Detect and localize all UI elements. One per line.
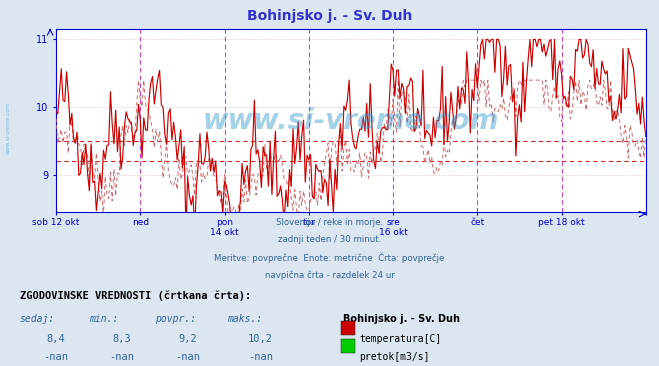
Text: -nan: -nan — [43, 352, 69, 362]
Text: Meritve: povprečne  Enote: metrične  Črta: povprečje: Meritve: povprečne Enote: metrične Črta:… — [214, 253, 445, 264]
Text: zadnji teden / 30 minut.: zadnji teden / 30 minut. — [278, 235, 381, 244]
Text: www.si-vreme.com: www.si-vreme.com — [5, 102, 11, 154]
Text: 8,3: 8,3 — [113, 334, 131, 344]
Text: povpr.:: povpr.: — [155, 314, 196, 324]
Text: min.:: min.: — [89, 314, 119, 324]
Text: -nan: -nan — [175, 352, 200, 362]
Text: -nan: -nan — [248, 352, 273, 362]
Text: 8,4: 8,4 — [47, 334, 65, 344]
Text: temperatura[C]: temperatura[C] — [359, 334, 442, 344]
Text: ZGODOVINSKE VREDNOSTI (črtkana črta):: ZGODOVINSKE VREDNOSTI (črtkana črta): — [20, 291, 251, 302]
Text: sedaj:: sedaj: — [20, 314, 55, 324]
Text: navpična črta - razdelek 24 ur: navpična črta - razdelek 24 ur — [264, 270, 395, 280]
Text: maks.:: maks.: — [227, 314, 262, 324]
Text: 9,2: 9,2 — [179, 334, 197, 344]
Text: 10,2: 10,2 — [248, 334, 273, 344]
Text: www.si-vreme.com: www.si-vreme.com — [203, 107, 499, 135]
Text: pretok[m3/s]: pretok[m3/s] — [359, 352, 430, 362]
Text: -nan: -nan — [109, 352, 134, 362]
Text: Slovenija / reke in morje.: Slovenija / reke in morje. — [276, 218, 383, 227]
Text: Bohinjsko j. - Sv. Duh: Bohinjsko j. - Sv. Duh — [247, 9, 412, 23]
Text: Bohinjsko j. - Sv. Duh: Bohinjsko j. - Sv. Duh — [343, 314, 460, 324]
